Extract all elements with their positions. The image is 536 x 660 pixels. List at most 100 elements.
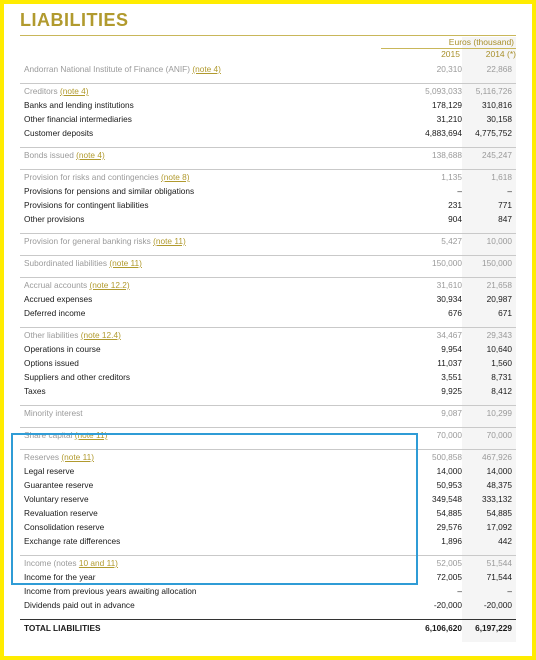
row-label: Deferred income xyxy=(20,308,412,318)
value-2015: 6,106,620 xyxy=(425,623,462,633)
value-2015: 231 xyxy=(448,200,462,210)
table-row: Legal reserve 14,000 14,000 xyxy=(20,464,516,478)
equity-highlight-box xyxy=(11,433,418,585)
value-2015: 150,000 xyxy=(432,258,462,268)
row-label: Other provisions xyxy=(20,214,412,224)
row-label-text: Customer deposits xyxy=(24,128,94,138)
table-row: Banks and lending institutions 178,129 310… xyxy=(20,98,516,112)
value-2014: 1,618 xyxy=(491,172,512,182)
value-2014: 150,000 xyxy=(482,258,512,268)
row-label: Operations in course xyxy=(20,344,412,354)
note-link[interactable]: (note 4) xyxy=(59,86,89,96)
column-header: Euros (thousand) 2015 2014 (*) xyxy=(381,37,516,60)
row-label: Income for the year xyxy=(20,572,412,582)
note-link[interactable]: (note 8) xyxy=(160,172,190,182)
note-link[interactable]: (note 4) xyxy=(192,64,221,74)
value-2015: 9,087 xyxy=(441,408,462,418)
row-label-text: Subordinated liabilities xyxy=(24,258,110,268)
note-link[interactable]: (note 11) xyxy=(109,258,142,268)
row-label-text: Share capital xyxy=(24,430,75,440)
row-label: Provision for risks and contingencies (n… xyxy=(20,172,412,182)
value-2015: 349,548 xyxy=(432,494,462,504)
value-2014: 847 xyxy=(498,214,512,224)
table-row: Provisions for pensions and similar obli… xyxy=(20,184,516,198)
year-2015-header: 2015 xyxy=(441,49,460,59)
table-row: Provision for general banking risks (not… xyxy=(20,233,516,248)
value-2015: 138,688 xyxy=(432,150,462,160)
row-label-text: Taxes xyxy=(24,386,46,396)
value-2015: 34,467 xyxy=(436,330,462,340)
value-2014: 1,560 xyxy=(491,358,512,368)
table-row: Provisions for contingent liabilities 231… xyxy=(20,198,516,212)
page-title: LIABILITIES xyxy=(20,10,129,30)
table-row: Voluntary reserve 349,548 333,132 xyxy=(20,492,516,506)
row-label: Banks and lending institutions xyxy=(20,100,412,110)
value-2014: 21,658 xyxy=(486,280,512,290)
row-label: Exchange rate differences xyxy=(20,536,412,546)
row-label-text: Exchange rate differences xyxy=(24,536,121,546)
value-2015: -20,000 xyxy=(433,600,462,610)
value-2014: 29,343 xyxy=(486,330,512,340)
row-label-text: Deferred income xyxy=(24,308,86,318)
table-row: Share capital (note 11) 70,000 70,000 xyxy=(20,427,516,442)
value-2014: 48,375 xyxy=(486,480,512,490)
note-link[interactable]: (note 11) xyxy=(74,430,108,440)
row-label: Provision for general banking risks (not… xyxy=(20,236,412,246)
value-2014: 310,816 xyxy=(482,100,512,110)
row-label: Suppliers and other creditors xyxy=(20,372,412,382)
table-row: Reserves (note 11) 500,858 467,926 xyxy=(20,449,516,464)
table-row: Subordinated liabilities (note 11) 150,00… xyxy=(20,255,516,270)
value-2014: -20,000 xyxy=(483,600,512,610)
table-row: Income from previous years awaiting allo… xyxy=(20,584,516,598)
value-2014: 467,926 xyxy=(482,452,512,462)
row-label-text: Options issued xyxy=(24,358,79,368)
note-link[interactable]: 10 and 11) xyxy=(78,558,118,568)
value-2015: 9,925 xyxy=(441,386,462,396)
table-row: Taxes 9,925 8,412 xyxy=(20,384,516,398)
row-label-text: Bonds issued xyxy=(24,150,77,160)
table-row: TOTAL LIABILITIES 6,106,620 6,197,229 xyxy=(20,619,516,636)
value-2014: 8,731 xyxy=(491,372,512,382)
row-label: Voluntary reserve xyxy=(20,494,412,504)
table-row: Andorran National Institute of Finance (… xyxy=(20,62,516,76)
value-2015: 1,896 xyxy=(441,536,462,546)
row-label: Bonds issued (note 4) xyxy=(20,150,412,160)
value-2015: 54,885 xyxy=(436,508,462,518)
row-label: Income (notes 10 and 11) xyxy=(20,558,412,568)
value-2014: 10,299 xyxy=(486,408,512,418)
row-label-text: Voluntary reserve xyxy=(24,494,89,504)
table-row: Income (notes 10 and 11) 52,005 51,544 xyxy=(20,555,516,570)
table-row: Exchange rate differences 1,896 442 xyxy=(20,534,516,548)
value-2014: 22,868 xyxy=(486,64,512,74)
value-2014: 5,116,726 xyxy=(475,86,512,96)
row-label-text: Provision for general banking risks xyxy=(24,236,154,246)
value-2014: 4,775,752 xyxy=(475,128,512,138)
value-2015: 72,005 xyxy=(436,572,462,582)
row-label: TOTAL LIABILITIES xyxy=(20,623,412,633)
unit-label: Euros (thousand) xyxy=(381,37,516,49)
row-label: Accrued expenses xyxy=(20,294,412,304)
value-2014: – xyxy=(507,186,512,196)
note-link[interactable]: (note 11) xyxy=(153,236,186,246)
value-2014: 10,000 xyxy=(486,236,512,246)
note-link[interactable]: (note 12.4) xyxy=(80,330,121,340)
value-2014: – xyxy=(507,586,512,596)
value-2014: 14,000 xyxy=(486,466,512,476)
note-link[interactable]: (note 12.2) xyxy=(89,280,130,290)
note-link[interactable]: (note 11) xyxy=(61,452,94,462)
value-2015: 52,005 xyxy=(436,558,462,568)
row-label-text: Suppliers and other creditors xyxy=(24,372,131,382)
value-2015: 11,037 xyxy=(437,358,462,368)
table-row: Customer deposits 4,883,694 4,775,752 xyxy=(20,126,516,140)
note-link[interactable]: (note 4) xyxy=(76,150,105,160)
row-label-text: Other liabilities xyxy=(24,330,81,340)
table-row: Accrual accounts (note 12.2) 31,610 21,658 xyxy=(20,277,516,292)
value-2014: 6,197,229 xyxy=(475,623,512,633)
row-label-text: Andorran National Institute of Finance (… xyxy=(24,64,193,74)
value-2014: 20,987 xyxy=(486,294,512,304)
row-label-text: Income for the year xyxy=(24,572,96,582)
value-2014: 245,247 xyxy=(482,150,512,160)
value-2015: 20,310 xyxy=(436,64,462,74)
row-label: Customer deposits xyxy=(20,128,412,138)
